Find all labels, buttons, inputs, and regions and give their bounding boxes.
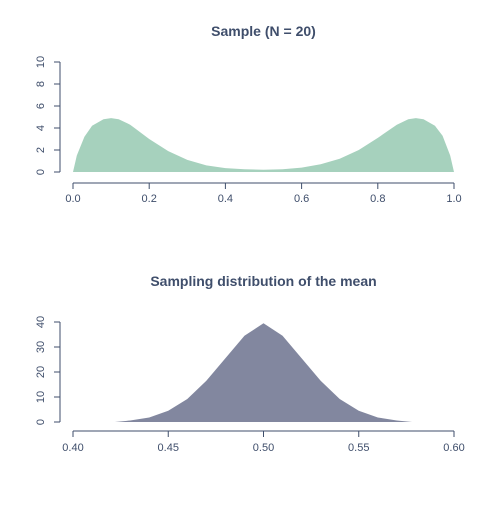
y-tick-label: 0 [35, 419, 47, 425]
y-tick-label: 6 [35, 103, 47, 109]
x-tick-label: 0.6 [294, 193, 309, 205]
x-tick-label: 0.50 [253, 442, 274, 454]
y-tick-label: 10 [35, 56, 47, 68]
x-tick-label: 0.2 [142, 193, 157, 205]
y-tick-label: 40 [35, 316, 47, 328]
density-area-1 [114, 323, 413, 422]
chart-panel-1: Sample (N = 20) 0 2 4 6 8 10 0.0 0.2 0.4 0.6 0.8 1.0 [35, 23, 462, 205]
x-tick-label: 0.55 [348, 442, 369, 454]
x-tick-label: 0.60 [443, 442, 464, 454]
y-tick-label: 20 [35, 366, 47, 378]
y-tick-label: 30 [35, 341, 47, 353]
x-tick-label: 1.0 [446, 193, 461, 205]
x-tick-label: 0.8 [370, 193, 385, 205]
y-tick-label: 10 [35, 391, 47, 403]
y-tick-label: 4 [35, 125, 47, 131]
density-area-1 [73, 118, 454, 172]
chart-title: Sampling distribution of the mean [150, 273, 376, 289]
x-tick-label: 0.4 [218, 193, 233, 205]
chart-title: Sample (N = 20) [211, 23, 316, 39]
chart-panel-2: Sampling distribution of the mean 0 10 20 30… [35, 273, 465, 454]
y-tick-label: 2 [35, 147, 47, 153]
x-tick-label: 0.45 [158, 442, 179, 454]
x-tick-label: 0.0 [65, 193, 80, 205]
y-tick-label: 8 [35, 81, 47, 87]
x-tick-label: 0.40 [62, 442, 83, 454]
y-tick-label: 0 [35, 169, 47, 175]
